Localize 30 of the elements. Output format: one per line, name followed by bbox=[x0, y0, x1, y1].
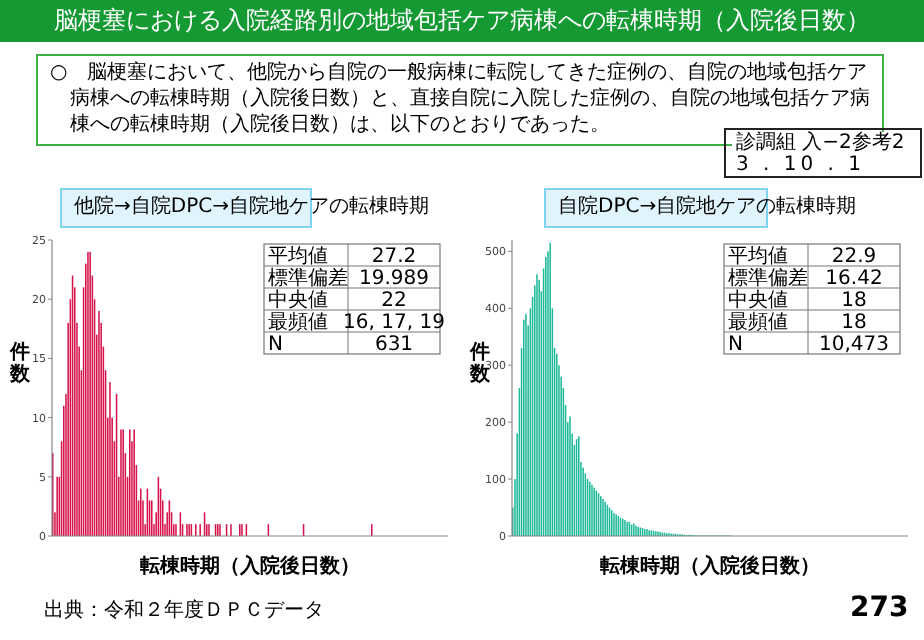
annotation: 最頻値 bbox=[728, 310, 788, 334]
annotation: 標準偏差 bbox=[728, 266, 808, 290]
annotation: 631 bbox=[374, 334, 414, 356]
annotation: 18 bbox=[841, 312, 867, 334]
annotation: 22 bbox=[381, 290, 407, 312]
annotation: 18 bbox=[841, 290, 867, 312]
text: 3 . 10 . 1 bbox=[732, 154, 916, 176]
x-axis-title: 転棟時期（入院後日数） bbox=[598, 554, 820, 578]
annotation: 16, 17, 19 bbox=[343, 312, 445, 334]
annotation: 平均値 bbox=[728, 244, 788, 268]
annotation: 19.989 bbox=[359, 268, 429, 290]
annotation: 22.9 bbox=[831, 246, 877, 268]
annotation: 平均値 bbox=[268, 244, 328, 268]
text: 脳梗塞における入院経路別の地域包括ケア病棟への転棟時期（入院後日数） bbox=[0, 0, 924, 42]
annotation: 標準偏差 bbox=[268, 266, 348, 290]
annotation: N bbox=[728, 334, 743, 356]
source-note: 出典：令和２年度ＤＰＣデータ bbox=[44, 600, 324, 624]
annotation: 10,473 bbox=[819, 334, 889, 356]
annotation: 中央値 bbox=[728, 288, 788, 312]
annotation: 27.2 bbox=[371, 246, 417, 268]
text: 273 bbox=[850, 592, 909, 624]
text: 診調組 入−2参考2 bbox=[732, 132, 916, 154]
annotation: 最頻値 bbox=[268, 310, 328, 334]
annotation: N bbox=[268, 334, 283, 356]
chart-title: 自院DPC→自院地ケアの転棟時期 bbox=[556, 193, 857, 222]
annotation: 中央値 bbox=[268, 288, 328, 312]
y-axis-title: 件数 bbox=[8, 340, 32, 387]
x-axis-title: 転棟時期（入院後日数） bbox=[138, 554, 360, 578]
chart-title: 他院→自院DPC→自院地ケアの転棟時期 bbox=[72, 193, 429, 222]
annotation: 16.42 bbox=[825, 268, 883, 290]
